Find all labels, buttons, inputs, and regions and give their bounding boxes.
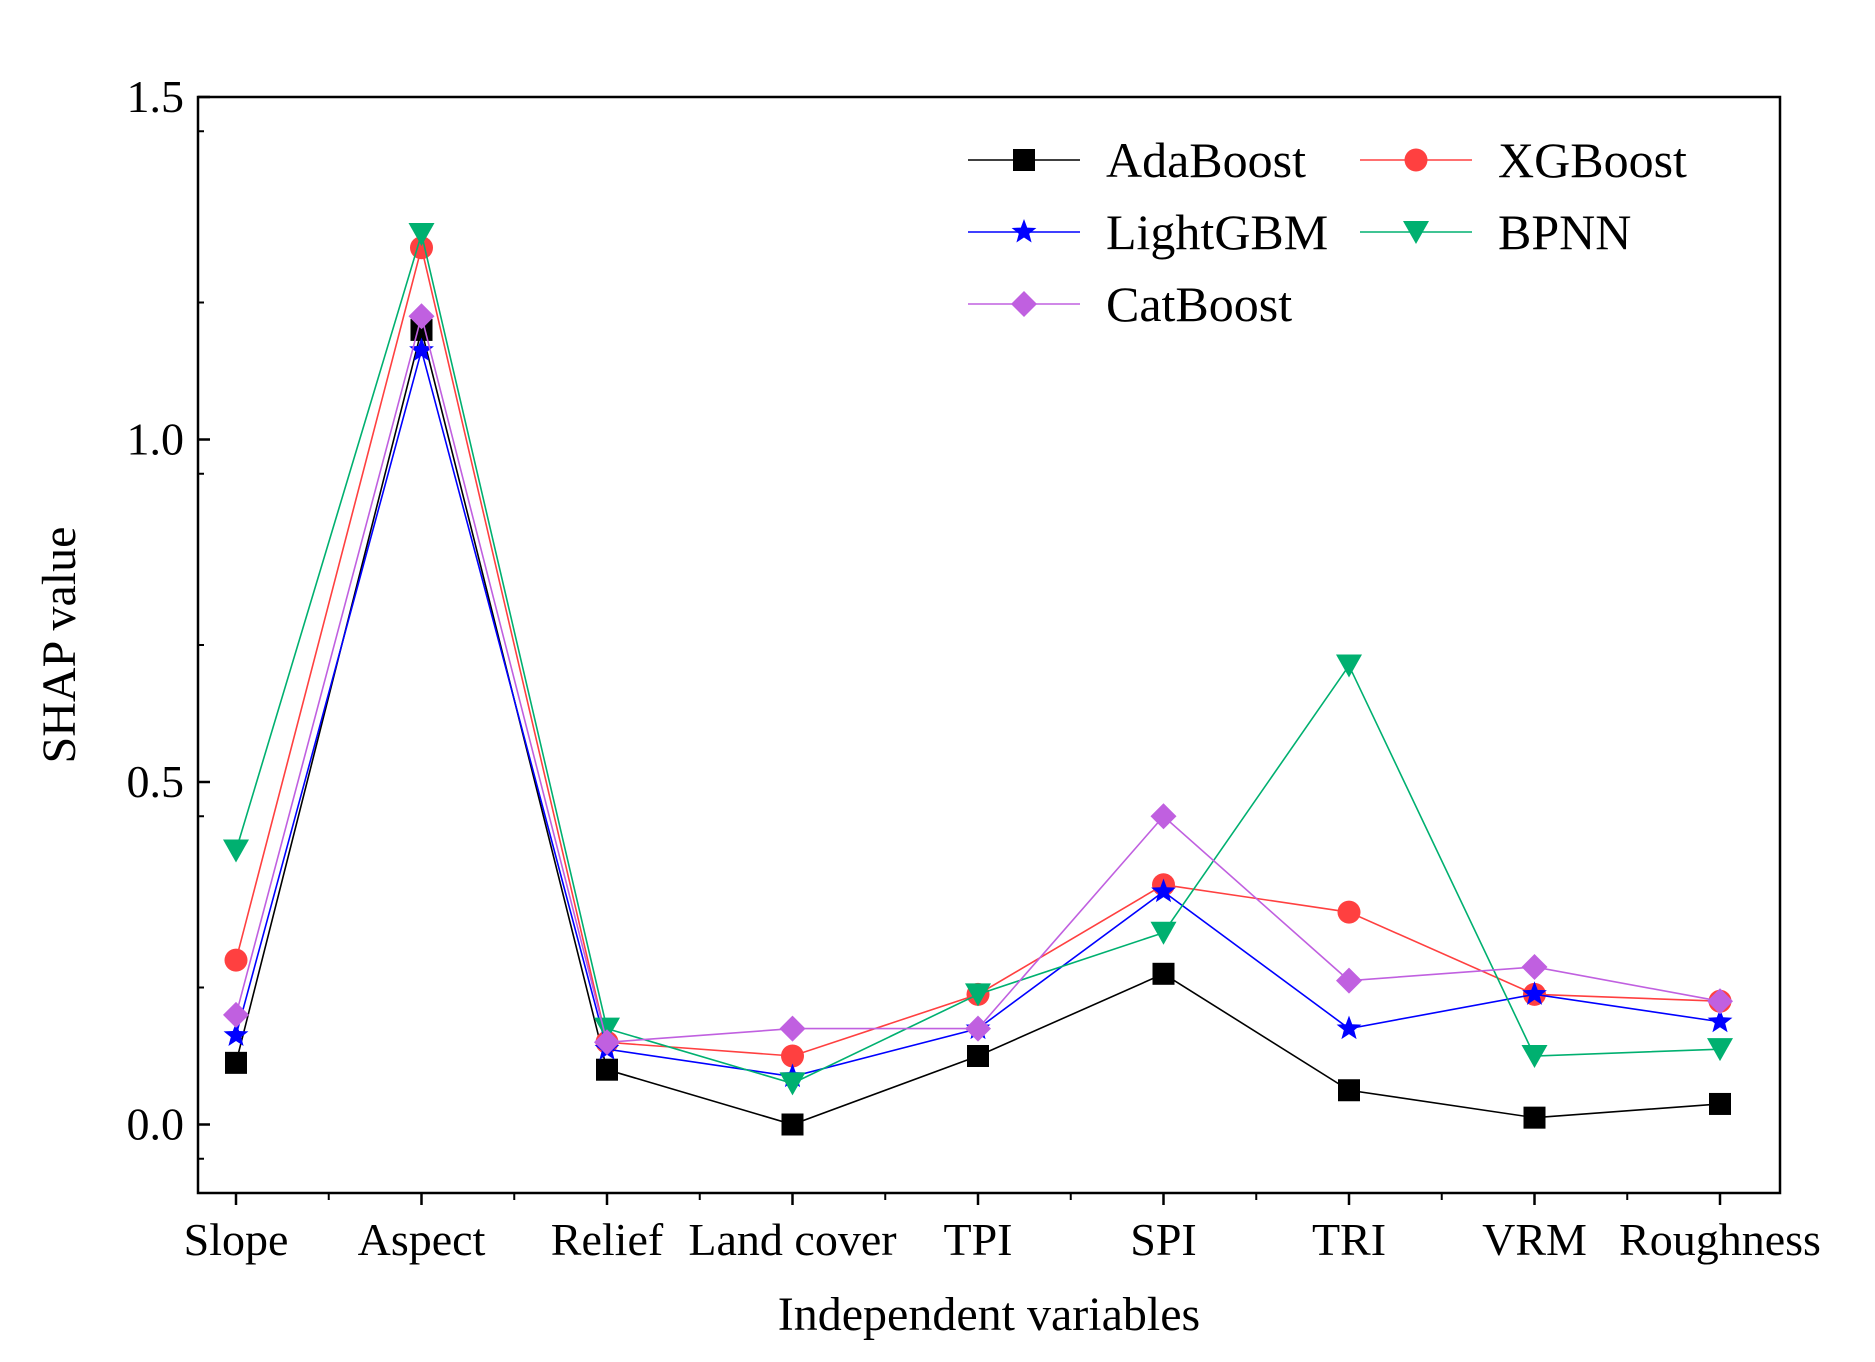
series-bpnn [223,223,1733,1096]
data-point-bpnn [1521,1045,1548,1068]
legend-label-adaboost: AdaBoost [1106,132,1306,188]
data-point-bpnn [1707,1038,1733,1062]
legend-marker-catboost [1011,291,1037,317]
legend-marker-xgboost [1404,148,1428,172]
data-point-xgboost [1337,900,1361,924]
data-point-adaboost [225,1051,247,1074]
data-point-catboost [408,303,435,330]
legend-label-catboost: CatBoost [1106,276,1292,332]
data-point-adaboost [967,1045,989,1067]
series-group [223,223,1733,1136]
x-tick-label: Aspect [358,1214,486,1265]
legend-item-xgboost: XGBoost [1360,132,1687,188]
data-point-catboost [594,1029,620,1056]
data-point-catboost [1336,967,1362,994]
series-line-catboost [235,313,1721,1044]
series-lightgbm [223,337,1733,1088]
x-tick-label: SPI [1130,1214,1196,1265]
y-tick-label: 0.0 [127,1099,185,1150]
data-point-bpnn [779,1072,806,1096]
data-point-bpnn [223,839,249,863]
legend-item-lightgbm: LightGBM [968,204,1328,260]
data-point-adaboost [1709,1092,1731,1115]
data-point-catboost [965,1015,991,1042]
legend-label-lightgbm: LightGBM [1106,204,1328,260]
x-axis-title: Independent variables [778,1288,1200,1341]
data-point-adaboost [596,1058,618,1081]
data-point-bpnn [1336,654,1362,678]
series-line-bpnn [235,230,1721,1085]
legend: AdaBoost XGBoost LightGBM BPNN CatBoost [968,132,1687,332]
axis-ticks: 0.0 0.5 1.0 1.5 Slope Aspect Relief Land cover T… [127,71,1821,1265]
x-tick-label: TPI [944,1214,1013,1265]
y-tick-label: 0.5 [127,756,185,807]
y-tick-label: 1.0 [127,414,185,465]
y-tick-label: 1.5 [127,71,185,122]
legend-marker-lightgbm [1011,219,1037,243]
data-point-adaboost [1523,1106,1546,1129]
data-point-bpnn [408,223,435,246]
series-line-xgboost [235,247,1721,1057]
data-point-catboost [1707,988,1733,1015]
x-tick-label: Land cover [688,1214,896,1265]
data-point-lightgbm [1707,1008,1733,1033]
data-point-bpnn [1150,921,1177,945]
data-point-bpnn [594,1017,620,1041]
data-point-adaboost [1152,962,1175,985]
legend-item-bpnn: BPNN [1360,204,1631,260]
data-point-xgboost [781,1044,804,1068]
legend-label-xgboost: XGBoost [1498,132,1687,188]
legend-marker-adaboost [1013,149,1035,171]
data-point-lightgbm [1336,1015,1362,1040]
legend-item-adaboost: AdaBoost [968,132,1306,188]
data-point-catboost [1150,803,1177,830]
series-adaboost [225,318,1731,1136]
y-axis-title: SHAP value [33,527,86,764]
legend-item-catboost: CatBoost [968,276,1292,332]
x-tick-label: Relief [551,1214,664,1265]
data-point-adaboost [781,1113,804,1136]
series-catboost [223,303,1733,1056]
data-point-catboost [779,1015,806,1042]
data-point-lightgbm [223,1022,249,1046]
data-point-catboost [1521,953,1548,980]
data-point-xgboost [224,948,248,972]
data-point-lightgbm [409,337,434,361]
data-point-adaboost [1338,1079,1360,1102]
x-tick-label: VRM [1482,1214,1587,1265]
legend-label-bpnn: BPNN [1498,204,1631,260]
data-point-bpnn [965,983,991,1007]
x-tick-label: Slope [184,1214,289,1265]
x-tick-label: Roughness [1619,1214,1821,1265]
data-point-lightgbm [1151,878,1176,903]
legend-marker-bpnn [1403,221,1429,244]
data-point-catboost [223,1001,249,1028]
x-tick-label: TRI [1312,1214,1386,1265]
data-point-lightgbm [1522,981,1547,1005]
